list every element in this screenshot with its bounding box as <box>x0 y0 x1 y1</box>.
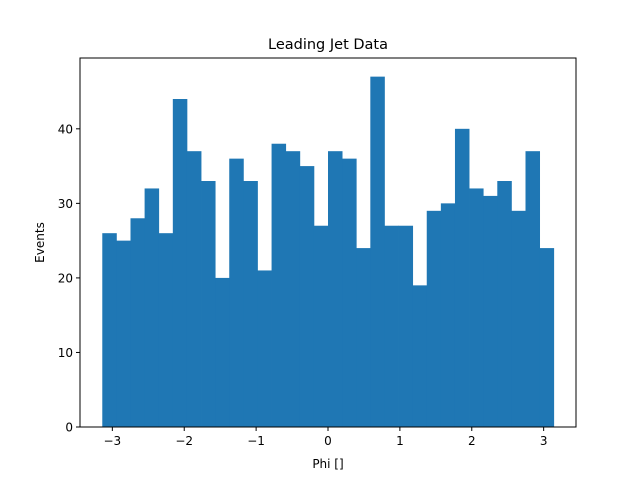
histogram-bar <box>539 248 555 427</box>
histogram-bar <box>328 151 343 427</box>
histogram-bar <box>257 270 272 427</box>
histogram-bar <box>497 181 512 427</box>
histogram-bar <box>158 233 174 427</box>
histogram-bar <box>525 151 541 427</box>
x-axis-ticks: −3 −2 −1 0 1 2 3 <box>103 427 547 448</box>
histogram-bar <box>144 188 160 427</box>
histogram-bar <box>201 181 216 427</box>
histogram-bar <box>299 166 315 427</box>
histogram-bar <box>186 151 202 427</box>
y-tick-label: 40 <box>58 122 73 136</box>
histogram-bar <box>384 225 399 427</box>
histogram-bar <box>426 210 442 427</box>
histogram-bar <box>412 285 428 427</box>
histogram-bar <box>440 203 456 427</box>
histogram-bar <box>313 225 329 427</box>
histogram-bar <box>102 233 117 427</box>
y-axis-label: Events <box>33 222 47 263</box>
histogram-bar <box>511 210 526 427</box>
chart-title: Leading Jet Data <box>268 37 388 53</box>
y-tick-label: 20 <box>58 271 73 285</box>
y-tick-label: 30 <box>58 197 73 211</box>
histogram-bar <box>356 248 371 427</box>
histogram-bar <box>483 195 498 427</box>
histogram-bar <box>342 158 357 428</box>
histogram-bar <box>469 188 484 427</box>
histogram-bar <box>130 218 146 427</box>
histogram-bar <box>370 76 385 428</box>
histogram-bar <box>215 277 230 427</box>
histogram-bar <box>172 99 188 427</box>
y-tick-label: 10 <box>58 346 73 360</box>
y-tick-label: 0 <box>65 421 73 435</box>
y-axis-ticks: 0 10 20 30 40 <box>58 122 80 435</box>
x-tick-label: −2 <box>175 434 193 448</box>
x-tick-label: 0 <box>324 434 332 448</box>
histogram-bar <box>229 158 244 428</box>
histogram-bar <box>243 181 258 427</box>
histogram-bar <box>271 143 287 427</box>
x-tick-label: −1 <box>247 434 265 448</box>
x-tick-label: 1 <box>396 434 404 448</box>
histogram-bar <box>285 151 301 427</box>
x-tick-label: −3 <box>103 434 121 448</box>
x-tick-label: 2 <box>468 434 476 448</box>
x-tick-label: 3 <box>540 434 548 448</box>
x-axis-label: Phi [] <box>312 457 343 471</box>
histogram-bar <box>116 240 131 427</box>
histogram-bar <box>398 225 414 427</box>
bars-group <box>102 76 555 428</box>
histogram-bar <box>454 128 470 427</box>
